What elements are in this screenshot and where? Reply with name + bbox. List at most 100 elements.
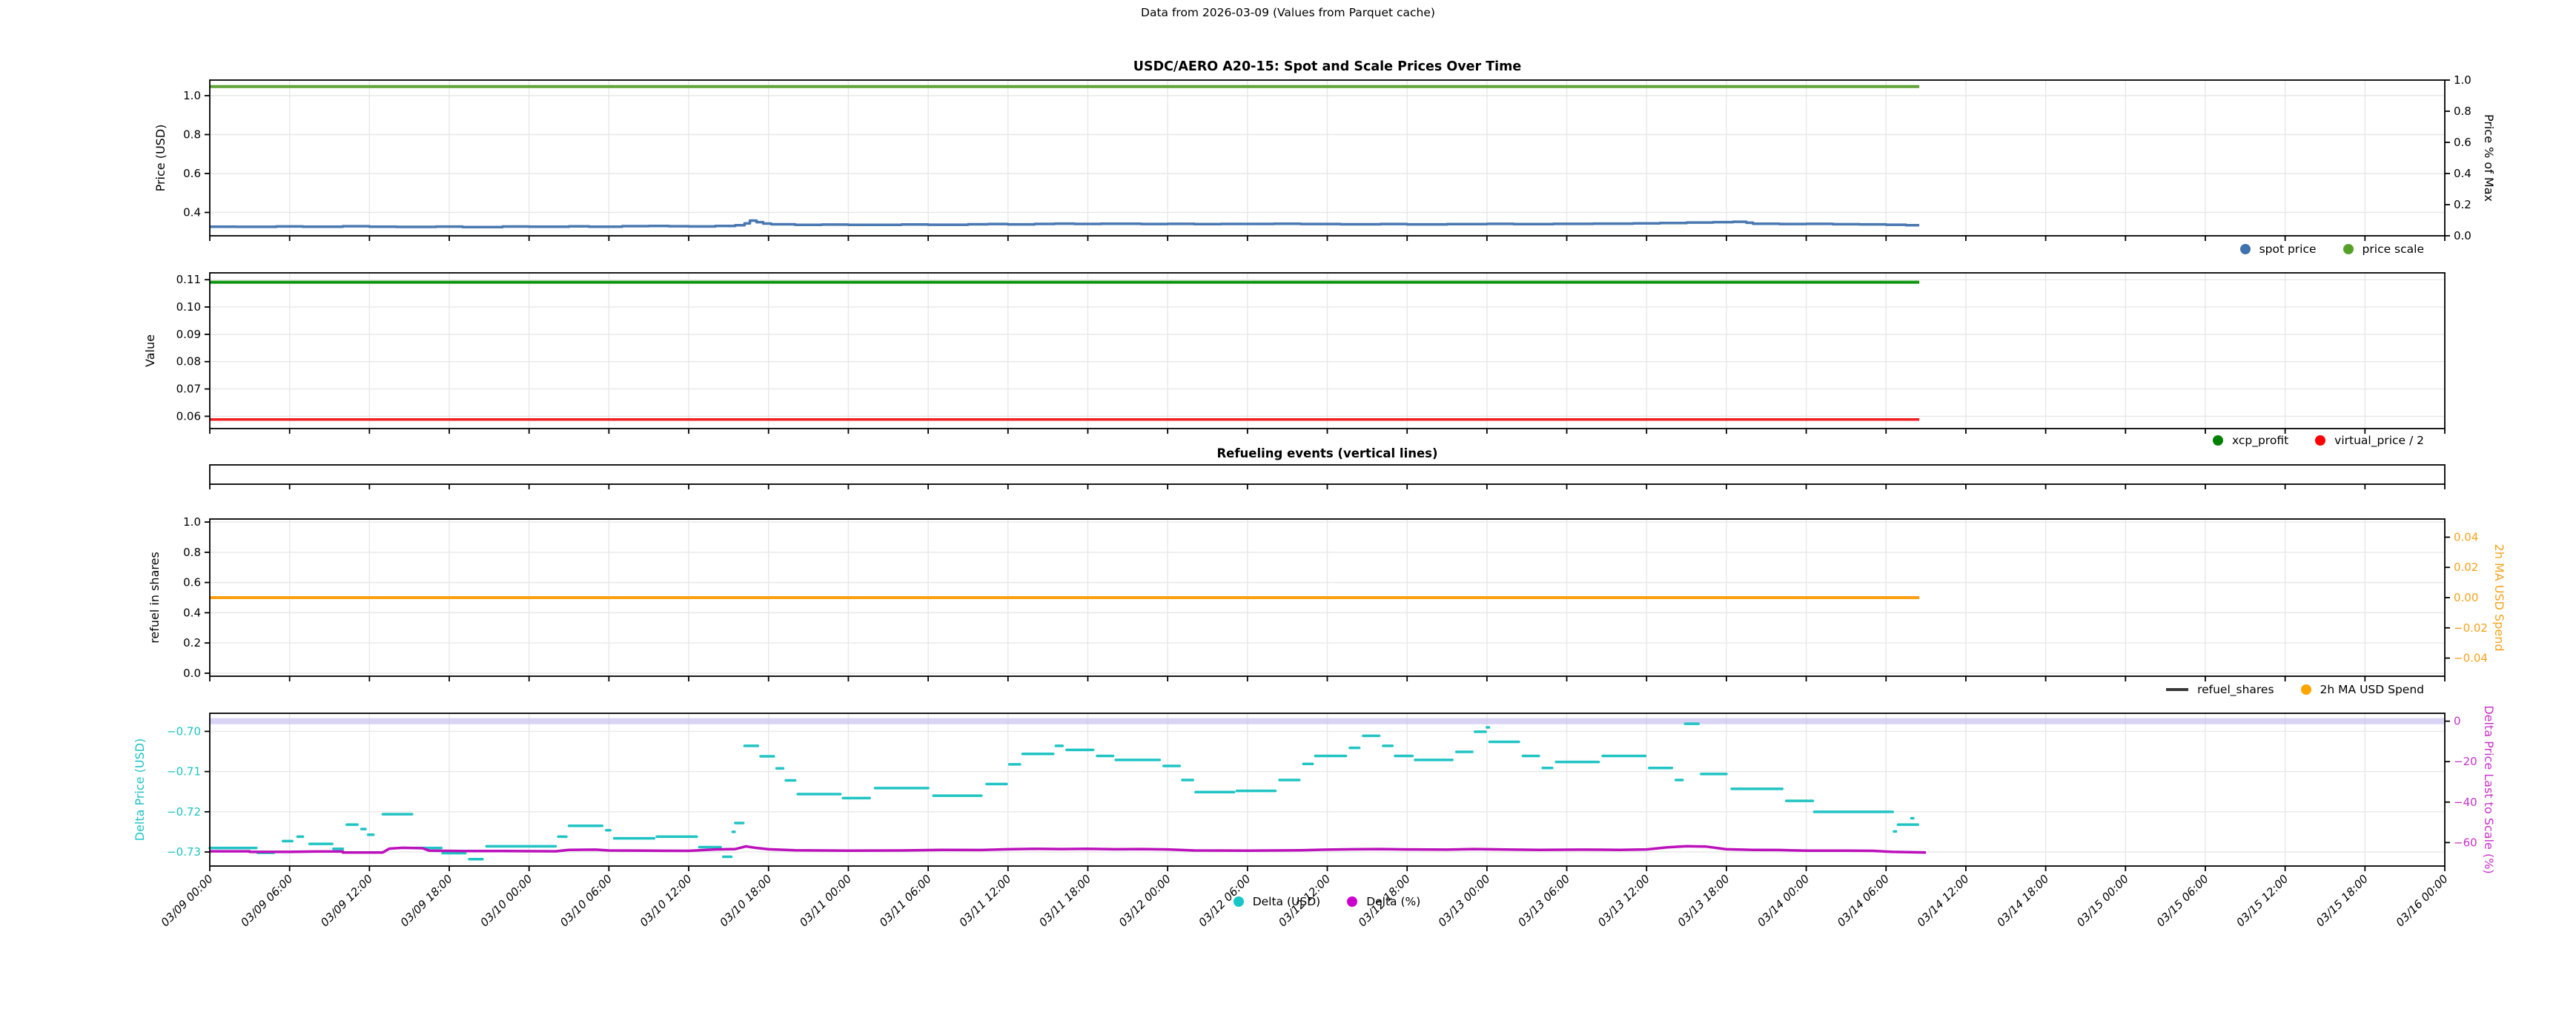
x-tick-label: 03/11 06:00 [877, 872, 934, 929]
legend-label: Delta (USD) [1252, 895, 1321, 908]
legend-dot-marker [2342, 244, 2354, 254]
x-tick-label: 03/16 00:00 [2394, 872, 2451, 929]
legend-label: 2h MA USD Spend [2320, 683, 2424, 696]
y-tick-label-right: 0.00 [2454, 591, 2478, 604]
x-tick-label: 03/14 00:00 [1755, 872, 1812, 929]
y-tick-label-left: 0.8 [183, 128, 201, 142]
legend-label: Delta (%) [1366, 895, 1421, 908]
y-tick-label-right: 0.0 [2454, 229, 2471, 242]
y-tick-label-left: 1.0 [183, 89, 201, 102]
legend-item-virtual-price-2: virtual_price / 2 [2315, 434, 2424, 447]
y-axis-label-left: Price (USD) [153, 125, 168, 192]
x-tick-label: 03/10 06:00 [557, 872, 615, 929]
legend-label: spot price [2259, 242, 2317, 256]
series-spot-price [210, 219, 1920, 228]
legend-dot-marker [2239, 244, 2251, 254]
legend-item-xcp-profit: xcp_profit [2212, 434, 2289, 447]
x-tick-label: 03/15 06:00 [2154, 872, 2211, 929]
x-tick-label: 03/09 06:00 [238, 872, 295, 929]
legend-item-refuel-shares: refuel_shares [2166, 683, 2274, 696]
figure-suptitle: Data from 2026-03-09 (Values from Parque… [1141, 6, 1435, 19]
y-tick-label-right: 0.2 [2454, 198, 2471, 211]
legend-item-spot-price: spot price [2239, 242, 2317, 256]
y-tick-label-left: −0.73 [167, 845, 201, 859]
y-tick-label-right: 0.8 [2454, 105, 2471, 118]
x-tick-label: 03/15 18:00 [2314, 872, 2371, 929]
subplot-1: 0.4 0.6 0.8 1.0 0.0 0.2 0.4 0.6 0.8 1.0 Price (USD… [153, 73, 2496, 242]
y-tick-label-left: 0.6 [183, 167, 201, 180]
subplot-4: 0.0 0.2 0.4 0.6 0.8 1.0 0.04 0.02 0.00 −0.02 −0.04… [148, 515, 2506, 681]
y-tick-label-left: 0.0 [183, 667, 201, 680]
subplot1-legend: spot price price scale [1631, 242, 2424, 256]
y-tick-label-left: 1.0 [183, 515, 201, 529]
subplot5-legend: Delta (USD) Delta (%) [956, 895, 1698, 908]
legend-dot-marker [2212, 435, 2223, 446]
y-axis-label-right: Delta Price Last to Scale (%) [2482, 705, 2496, 873]
y-tick-label-left: 0.11 [176, 273, 201, 286]
x-tick-label: 03/10 12:00 [638, 872, 695, 929]
y-tick-label-right: 1.0 [2454, 73, 2471, 87]
subplot4-legend: refuel_shares 2h MA USD Spend [1631, 683, 2424, 696]
y-tick-label-left: 0.07 [176, 383, 201, 396]
y-tick-label-right: 0.04 [2454, 530, 2478, 543]
legend-dot-marker [2315, 435, 2326, 446]
subplot3-title: Refueling events (vertical lines) [1216, 446, 1438, 460]
legend-dot-marker [1233, 896, 1244, 907]
legend-dot-marker [1347, 896, 1358, 907]
subplot-2: 0.06 0.07 0.08 0.09 0.10 0.11 Value [143, 272, 2446, 434]
subplot1-title: USDC/AERO A20-15: Spot and Scale Prices … [1133, 59, 1522, 74]
y-axis-label-left: refuel in shares [148, 552, 162, 644]
x-tick-label: 03/09 00:00 [159, 872, 216, 929]
y-tick-label-left: 0.10 [176, 300, 201, 314]
y-tick-label-right: 0.6 [2454, 136, 2471, 149]
legend-label: virtual_price / 2 [2334, 434, 2424, 447]
x-tick-label: 03/14 18:00 [1994, 872, 2051, 929]
x-tick-label: 03/10 18:00 [717, 872, 774, 929]
legend-dot-marker [2300, 684, 2311, 695]
y-axis-label-right: 2h MA USD Spend [2492, 544, 2506, 652]
y-tick-label-right: 0 [2454, 715, 2461, 728]
x-tick-label: 03/14 06:00 [1835, 872, 1892, 929]
y-tick-label-left: −0.71 [167, 765, 201, 779]
legend-item-delta-: Delta (%) [1347, 895, 1420, 908]
x-tick-label: 03/15 12:00 [2234, 872, 2291, 929]
y-axis-label-left: Delta Price (USD) [133, 739, 147, 842]
y-tick-label-left: 0.4 [183, 606, 201, 619]
y-tick-label-left: 0.6 [183, 576, 201, 589]
series-delta- [210, 845, 1927, 854]
x-tick-label: 03/10 00:00 [477, 872, 534, 929]
highlight-band [210, 718, 2445, 724]
y-tick-label-left: 0.06 [176, 409, 201, 423]
x-tick-label: 03/14 12:00 [1915, 872, 1972, 929]
y-tick-label-right: −60 [2454, 836, 2477, 849]
legend-label: xcp_profit [2231, 434, 2289, 447]
subplot-3 [209, 464, 2446, 489]
y-axis-label-right: Price % of Max [2482, 114, 2496, 202]
y-tick-label-left: 0.4 [183, 206, 201, 219]
x-tick-label: 03/11 00:00 [797, 872, 854, 929]
y-tick-label-right: −0.02 [2454, 621, 2488, 635]
y-tick-label-right: 0.02 [2454, 561, 2478, 574]
subplot2-legend: xcp_profit virtual_price / 2 [1631, 434, 2424, 447]
y-tick-label-left: −0.72 [167, 805, 201, 819]
y-tick-label-left: 0.8 [183, 546, 201, 559]
y-tick-label-right: −0.04 [2454, 652, 2488, 665]
x-tick-label: 03/09 18:00 [398, 872, 455, 929]
y-tick-label-left: 0.09 [176, 328, 201, 341]
series-delta-usd- [208, 722, 1920, 861]
legend-item-2h-ma-usd-spend: 2h MA USD Spend [2300, 683, 2424, 696]
x-tick-label: 03/09 12:00 [318, 872, 375, 929]
y-tick-label-left: −0.70 [167, 724, 201, 738]
y-tick-label-right: −20 [2454, 755, 2477, 768]
legend-item-delta-usd-: Delta (USD) [1233, 895, 1321, 908]
legend-label: refuel_shares [2197, 683, 2274, 696]
legend-line-marker [2166, 688, 2189, 691]
y-tick-label-right: −40 [2454, 796, 2477, 809]
y-tick-label-right: 0.4 [2454, 167, 2471, 180]
y-tick-label-left: 0.2 [183, 636, 201, 650]
y-tick-label-left: 0.08 [176, 355, 201, 369]
axes-spines [209, 464, 2446, 485]
y-axis-label-left: Value [143, 334, 157, 367]
